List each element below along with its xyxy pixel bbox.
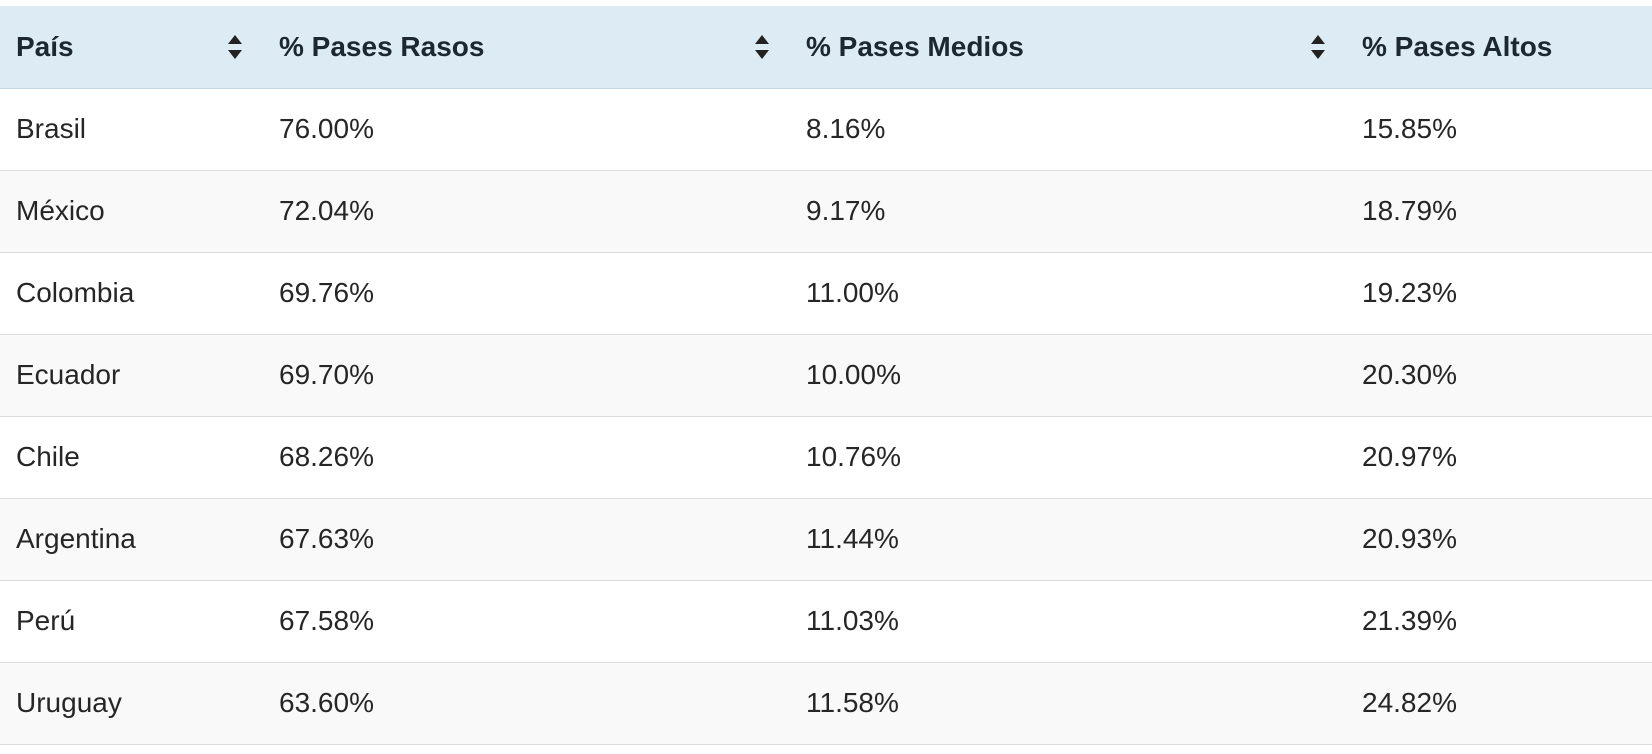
table-row: Colombia 69.76% 11.00% 19.23%	[0, 252, 1652, 335]
table-cell: Ecuador	[0, 334, 263, 417]
table-cell: 20.93%	[1346, 498, 1652, 581]
table-cell: Perú	[0, 580, 263, 663]
table-cell: 67.58%	[263, 580, 790, 663]
table-row: Perú 67.58% 11.03% 21.39%	[0, 580, 1652, 663]
table-cell: 10.00%	[790, 334, 1346, 417]
table-cell: 72.04%	[263, 170, 790, 253]
table-cell: 11.58%	[790, 662, 1346, 745]
table-cell: Brasil	[0, 88, 263, 171]
table-cell: 11.03%	[790, 580, 1346, 663]
table-cell: 63.60%	[263, 662, 790, 745]
table-row: Ecuador 69.70% 10.00% 20.30%	[0, 334, 1652, 417]
column-header[interactable]: % Pases Medios	[790, 6, 1346, 89]
table-cell: 69.76%	[263, 252, 790, 335]
sort-icon[interactable]	[227, 34, 243, 60]
data-table: País % Pases Rasos % Pases Medios % Pases A…	[0, 6, 1652, 745]
sort-icon[interactable]	[1310, 34, 1326, 60]
table-cell: Colombia	[0, 252, 263, 335]
table-row: Uruguay 63.60% 11.58% 24.82%	[0, 662, 1652, 745]
table-cell: 21.39%	[1346, 580, 1652, 663]
table-cell: 69.70%	[263, 334, 790, 417]
table-cell: México	[0, 170, 263, 253]
table-cell: 9.17%	[790, 170, 1346, 253]
table-cell: 18.79%	[1346, 170, 1652, 253]
header-text: % Pases Medios	[806, 30, 1024, 62]
table-cell: 15.85%	[1346, 88, 1652, 171]
table-cell: Chile	[0, 416, 263, 499]
table-cell: 24.82%	[1346, 662, 1652, 745]
table-cell: 76.00%	[263, 88, 790, 171]
table-cell: 11.00%	[790, 252, 1346, 335]
table-body: Brasil 76.00% 8.16% 15.85% México 72.04% 9.17%…	[0, 88, 1652, 745]
header-row: País % Pases Rasos % Pases Medios % Pases A…	[0, 6, 1652, 89]
table-row: Brasil 76.00% 8.16% 15.85%	[0, 88, 1652, 171]
table-cell: 11.44%	[790, 498, 1346, 581]
table-cell: 8.16%	[790, 88, 1346, 171]
table-cell: 68.26%	[263, 416, 790, 499]
table-row: Chile 68.26% 10.76% 20.97%	[0, 416, 1652, 499]
table-cell: 19.23%	[1346, 252, 1652, 335]
table-cell: 10.76%	[790, 416, 1346, 499]
column-header[interactable]: % Pases Altos	[1346, 6, 1652, 89]
table-cell: Argentina	[0, 498, 263, 581]
table-cell: 20.30%	[1346, 334, 1652, 417]
table-cell: 20.97%	[1346, 416, 1652, 499]
header-text: % Pases Rasos	[279, 30, 485, 62]
table-header: País % Pases Rasos % Pases Medios % Pases A…	[0, 6, 1652, 89]
header-text: País	[16, 30, 74, 62]
column-header[interactable]: % Pases Rasos	[263, 6, 790, 89]
table-cell: 67.63%	[263, 498, 790, 581]
table-row: Argentina 67.63% 11.44% 20.93%	[0, 498, 1652, 581]
table-row: México 72.04% 9.17% 18.79%	[0, 170, 1652, 253]
sort-icon[interactable]	[754, 34, 770, 60]
header-text: % Pases Altos	[1362, 30, 1553, 62]
table-cell: Uruguay	[0, 662, 263, 745]
column-header[interactable]: País	[0, 6, 263, 89]
